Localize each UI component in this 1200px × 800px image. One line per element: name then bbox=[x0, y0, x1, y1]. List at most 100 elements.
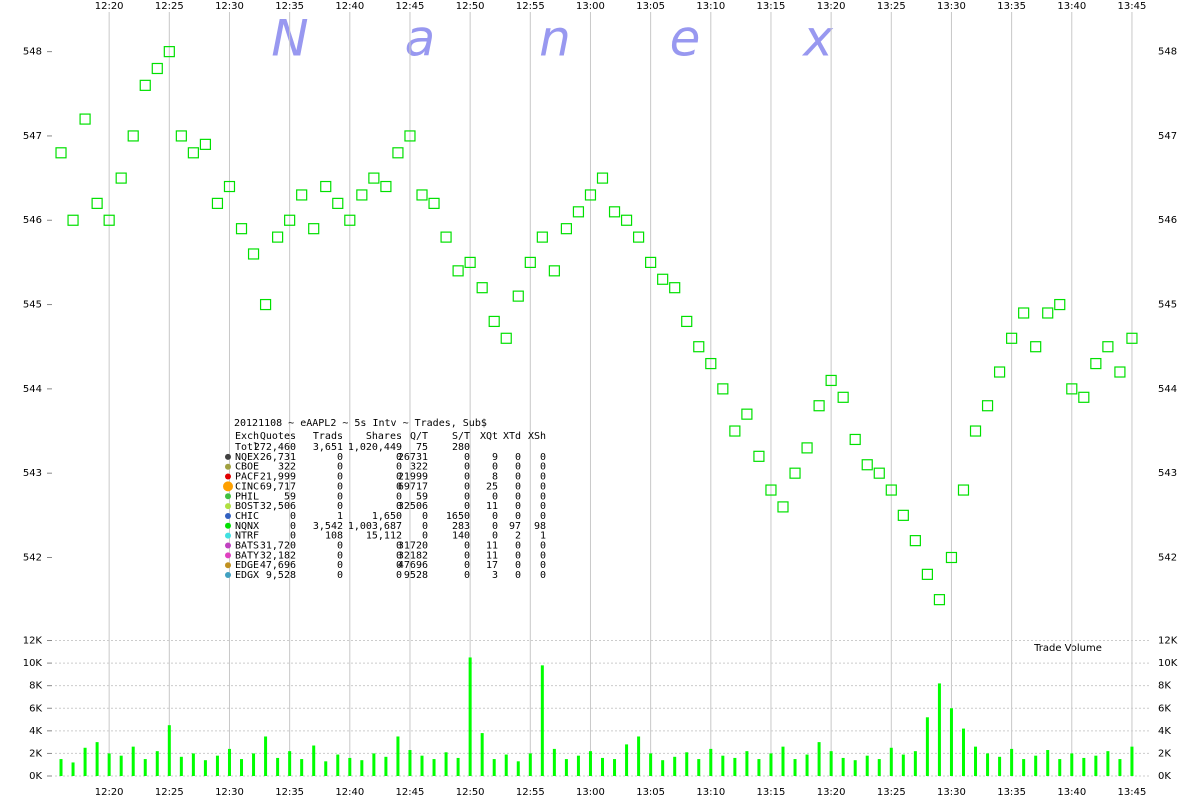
stats-table: 20121108 ~ eAAPL2 ~ 5s Intv ~ Trades, Su… bbox=[223, 418, 546, 581]
table-cell: 0 bbox=[492, 521, 498, 532]
table-cell: 32506 bbox=[398, 501, 428, 512]
volume-bar bbox=[444, 752, 448, 776]
table-cell: 0 bbox=[396, 541, 402, 552]
table-cell: 9 bbox=[492, 452, 498, 463]
quote-marker bbox=[428, 197, 440, 209]
quote-marker bbox=[1042, 307, 1054, 319]
x-tick-label: 13:35 bbox=[997, 787, 1026, 798]
volume-bar bbox=[757, 759, 761, 776]
volume-bar bbox=[901, 754, 905, 776]
quote-marker bbox=[199, 138, 212, 150]
y-tick-label: 545 bbox=[23, 300, 42, 311]
y-tick-label: 8K bbox=[1158, 681, 1171, 692]
table-cell: NQNX bbox=[235, 521, 259, 532]
table-cell: 0 bbox=[396, 560, 402, 571]
quote-marker bbox=[1054, 298, 1066, 311]
table-cell: 283 bbox=[452, 521, 470, 532]
quote-marker bbox=[1090, 357, 1102, 370]
table-cell: 75 bbox=[416, 442, 428, 453]
quote-marker bbox=[211, 197, 224, 209]
volume-bar bbox=[637, 736, 641, 776]
y-tick-label: 544 bbox=[23, 384, 42, 395]
quote-marker bbox=[79, 113, 91, 125]
volume-bar bbox=[841, 757, 845, 776]
table-header: Shares bbox=[366, 431, 402, 442]
quote-marker bbox=[103, 214, 115, 226]
quote-marker bbox=[548, 265, 560, 277]
volume-bar bbox=[83, 747, 87, 776]
table-cell: 0 bbox=[464, 501, 470, 512]
quote-marker bbox=[344, 214, 356, 226]
table-cell: 3,651 bbox=[313, 442, 343, 453]
volume-bar bbox=[408, 750, 412, 776]
table-cell: 0 bbox=[290, 521, 296, 532]
y-tick-label: 548 bbox=[23, 47, 42, 58]
table-cell: 1,020,449 bbox=[348, 442, 402, 453]
x-tick-label: 12:55 bbox=[516, 787, 545, 798]
table-cell: 0 bbox=[337, 570, 343, 581]
table-cell: 0 bbox=[337, 481, 343, 492]
volume-bar bbox=[949, 708, 953, 776]
table-cell: 47,696 bbox=[260, 560, 296, 571]
quote-marker bbox=[572, 206, 585, 218]
exchange-marker bbox=[223, 481, 233, 492]
table-cell: 3,542 bbox=[313, 521, 343, 532]
quote-marker bbox=[356, 189, 368, 201]
volume-bar bbox=[588, 751, 592, 776]
quote-marker bbox=[669, 282, 681, 294]
x-tick-label: 13:00 bbox=[576, 787, 605, 798]
y-tick-label: 0K bbox=[1158, 771, 1171, 782]
volume-bar bbox=[685, 752, 689, 776]
volume-bar bbox=[324, 761, 328, 776]
table-cell: 32,182 bbox=[260, 550, 296, 561]
exchange-marker bbox=[225, 512, 231, 519]
x-tick-label: 12:30 bbox=[215, 787, 244, 798]
volume-bar bbox=[613, 759, 617, 776]
volume-bar bbox=[492, 759, 496, 776]
x-tick-label: 12:25 bbox=[155, 787, 184, 798]
table-cell: 0 bbox=[464, 491, 470, 502]
table-cell: 0 bbox=[515, 472, 521, 483]
x-tick-label: 12:35 bbox=[275, 1, 304, 12]
table-cell: CBOE bbox=[235, 462, 259, 473]
x-tick-label: 13:10 bbox=[696, 1, 725, 12]
quote-marker bbox=[115, 172, 127, 184]
quote-marker bbox=[885, 484, 897, 496]
quote-marker bbox=[861, 459, 873, 471]
quote-marker bbox=[1114, 366, 1126, 378]
y-tick-label: 10K bbox=[1158, 658, 1178, 669]
table-header: XTd bbox=[503, 431, 521, 442]
quote-marker bbox=[272, 231, 284, 243]
volume-bar bbox=[805, 754, 809, 776]
table-cell: 1650 bbox=[446, 511, 470, 522]
table-cell: 1,650 bbox=[372, 511, 402, 522]
table-cell: 0 bbox=[337, 462, 343, 473]
volume-bar bbox=[95, 742, 99, 776]
volume-bar bbox=[793, 759, 797, 776]
table-cell: NTRF bbox=[235, 531, 259, 542]
watermark: x bbox=[801, 10, 833, 68]
volume-bar bbox=[348, 757, 352, 776]
table-cell: BATY bbox=[235, 550, 259, 561]
table-cell: 0 bbox=[464, 472, 470, 483]
volume-bar bbox=[336, 754, 340, 776]
table-cell: PACF bbox=[235, 472, 259, 483]
y-tick-label: 8K bbox=[29, 681, 42, 692]
table-header: Q/T bbox=[410, 431, 428, 442]
quote-marker bbox=[416, 189, 428, 201]
y-tick-label: 6K bbox=[1158, 703, 1171, 714]
table-header: XSh bbox=[528, 431, 546, 442]
x-tick-label: 12:20 bbox=[95, 1, 124, 12]
quote-marker bbox=[223, 180, 236, 193]
quote-marker bbox=[645, 256, 657, 269]
table-cell: 47696 bbox=[398, 560, 428, 571]
quote-marker bbox=[1126, 332, 1138, 344]
y-tick-label: 4K bbox=[29, 726, 42, 737]
volume-bar bbox=[288, 751, 292, 776]
exchange-marker bbox=[225, 552, 231, 559]
quote-marker bbox=[657, 273, 669, 285]
table-cell: 0 bbox=[337, 541, 343, 552]
table-cell: 0 bbox=[464, 462, 470, 473]
table-cell: 0 bbox=[396, 501, 402, 512]
volume-bar bbox=[1022, 759, 1026, 776]
